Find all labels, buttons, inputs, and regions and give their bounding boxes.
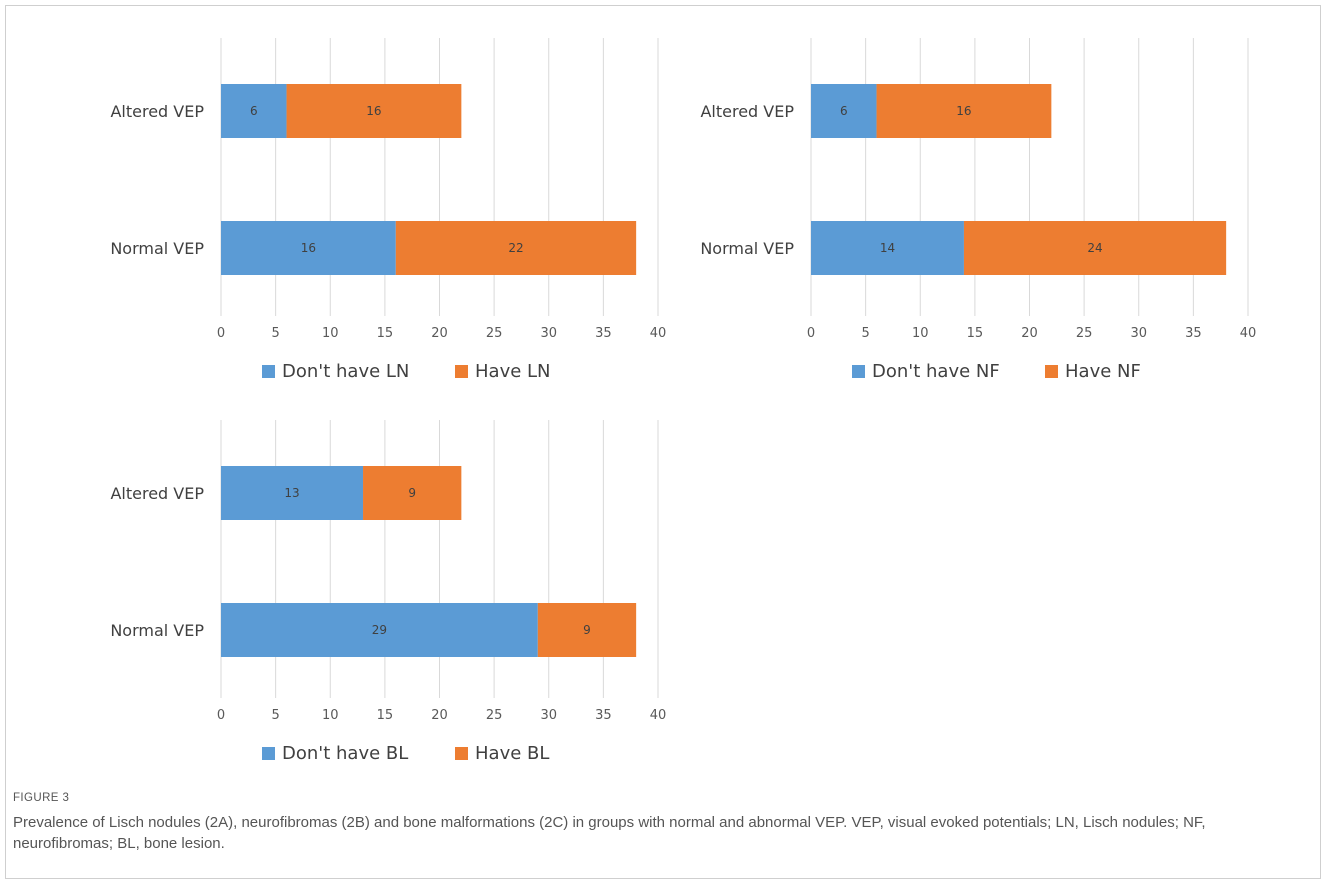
legend-label: Have NF xyxy=(1065,361,1141,382)
legend-label: Don't have NF xyxy=(872,361,1000,382)
x-tick-label: 30 xyxy=(1130,326,1147,341)
x-tick-label: 35 xyxy=(1185,326,1202,341)
x-tick-label: 40 xyxy=(1240,326,1257,341)
chart-lisch-nodules: 0 5 10 15 20 25 30 35 40 Altered VEP Normal VEP 6 16… xyxy=(110,38,667,382)
category-label: Altered VEP xyxy=(110,484,204,503)
bar-value-label: 16 xyxy=(366,104,381,118)
category-label: Normal VEP xyxy=(110,621,204,640)
x-tick-label: 15 xyxy=(377,326,394,341)
x-tick-label: 10 xyxy=(322,708,339,723)
chart-neurofibromas: 0 5 10 15 20 25 30 35 40 Altered VEP Normal VEP 6 16… xyxy=(700,38,1257,382)
bar-value-label: 16 xyxy=(956,104,971,118)
bar-value-label: 24 xyxy=(1087,241,1102,255)
legend-swatch xyxy=(455,747,468,760)
bar-segment xyxy=(221,221,396,275)
bar-value-label: 22 xyxy=(508,241,523,255)
chart-bone-lesion: 0 5 10 15 20 25 30 35 40 Altered VEP Normal VEP 13 9… xyxy=(110,420,667,764)
x-tick-label: 30 xyxy=(540,326,557,341)
bar-value-label: 14 xyxy=(880,241,895,255)
x-tick-label: 0 xyxy=(807,326,815,341)
x-tick-label: 5 xyxy=(271,708,279,723)
x-tick-label: 20 xyxy=(431,708,448,723)
figure-caption: Prevalence of Lisch nodules (2A), neurof… xyxy=(13,814,1206,852)
x-tick-label: 20 xyxy=(431,326,448,341)
bar-value-label: 13 xyxy=(284,486,299,500)
x-tick-label: 25 xyxy=(1076,326,1093,341)
x-tick-label: 15 xyxy=(967,326,984,341)
x-tick-label: 25 xyxy=(486,326,503,341)
bar-value-label: 9 xyxy=(583,623,591,637)
legend-label: Don't have LN xyxy=(282,361,409,382)
bar-segment xyxy=(395,221,637,275)
x-tick-label: 30 xyxy=(540,708,557,723)
category-label: Altered VEP xyxy=(700,102,794,121)
category-label: Normal VEP xyxy=(700,239,794,258)
x-tick-label: 10 xyxy=(912,326,929,341)
legend-label: Don't have BL xyxy=(282,743,408,764)
bar-value-label: 29 xyxy=(372,623,387,637)
x-tick-label: 5 xyxy=(861,326,869,341)
x-tick-label: 0 xyxy=(217,708,225,723)
category-label: Normal VEP xyxy=(110,239,204,258)
x-tick-label: 40 xyxy=(650,708,667,723)
category-label: Altered VEP xyxy=(110,102,204,121)
legend-swatch xyxy=(262,747,275,760)
bar-segment xyxy=(363,466,462,520)
bar-segment xyxy=(221,84,287,138)
bar-value-label: 16 xyxy=(301,241,316,255)
bar-segment xyxy=(221,466,364,520)
x-tick-label: 35 xyxy=(595,326,612,341)
legend-label: Have BL xyxy=(475,743,549,764)
bar-segment xyxy=(876,84,1052,138)
figure-label: FIGURE 3 xyxy=(13,792,70,804)
bar-segment xyxy=(286,84,462,138)
bar-value-label: 9 xyxy=(408,486,416,500)
bar-segment xyxy=(537,603,637,657)
legend-swatch xyxy=(262,365,275,378)
bar-segment xyxy=(963,221,1227,275)
figure-frame: 0 5 10 15 20 25 30 35 40 Altered VEP Normal VEP 6 16… xyxy=(5,5,1321,879)
x-tick-label: 15 xyxy=(377,708,394,723)
x-tick-label: 10 xyxy=(322,326,339,341)
bar-segment xyxy=(811,221,964,275)
bar-value-label: 6 xyxy=(250,104,258,118)
bar-segment xyxy=(221,603,538,657)
x-tick-label: 20 xyxy=(1021,326,1038,341)
x-tick-label: 35 xyxy=(595,708,612,723)
legend-swatch xyxy=(1045,365,1058,378)
x-tick-label: 0 xyxy=(217,326,225,341)
bar-segment xyxy=(811,84,877,138)
bar-value-label: 6 xyxy=(840,104,848,118)
x-tick-label: 25 xyxy=(486,708,503,723)
legend-swatch xyxy=(455,365,468,378)
legend-swatch xyxy=(852,365,865,378)
x-tick-label: 40 xyxy=(650,326,667,341)
legend-label: Have LN xyxy=(475,361,551,382)
x-tick-label: 5 xyxy=(271,326,279,341)
